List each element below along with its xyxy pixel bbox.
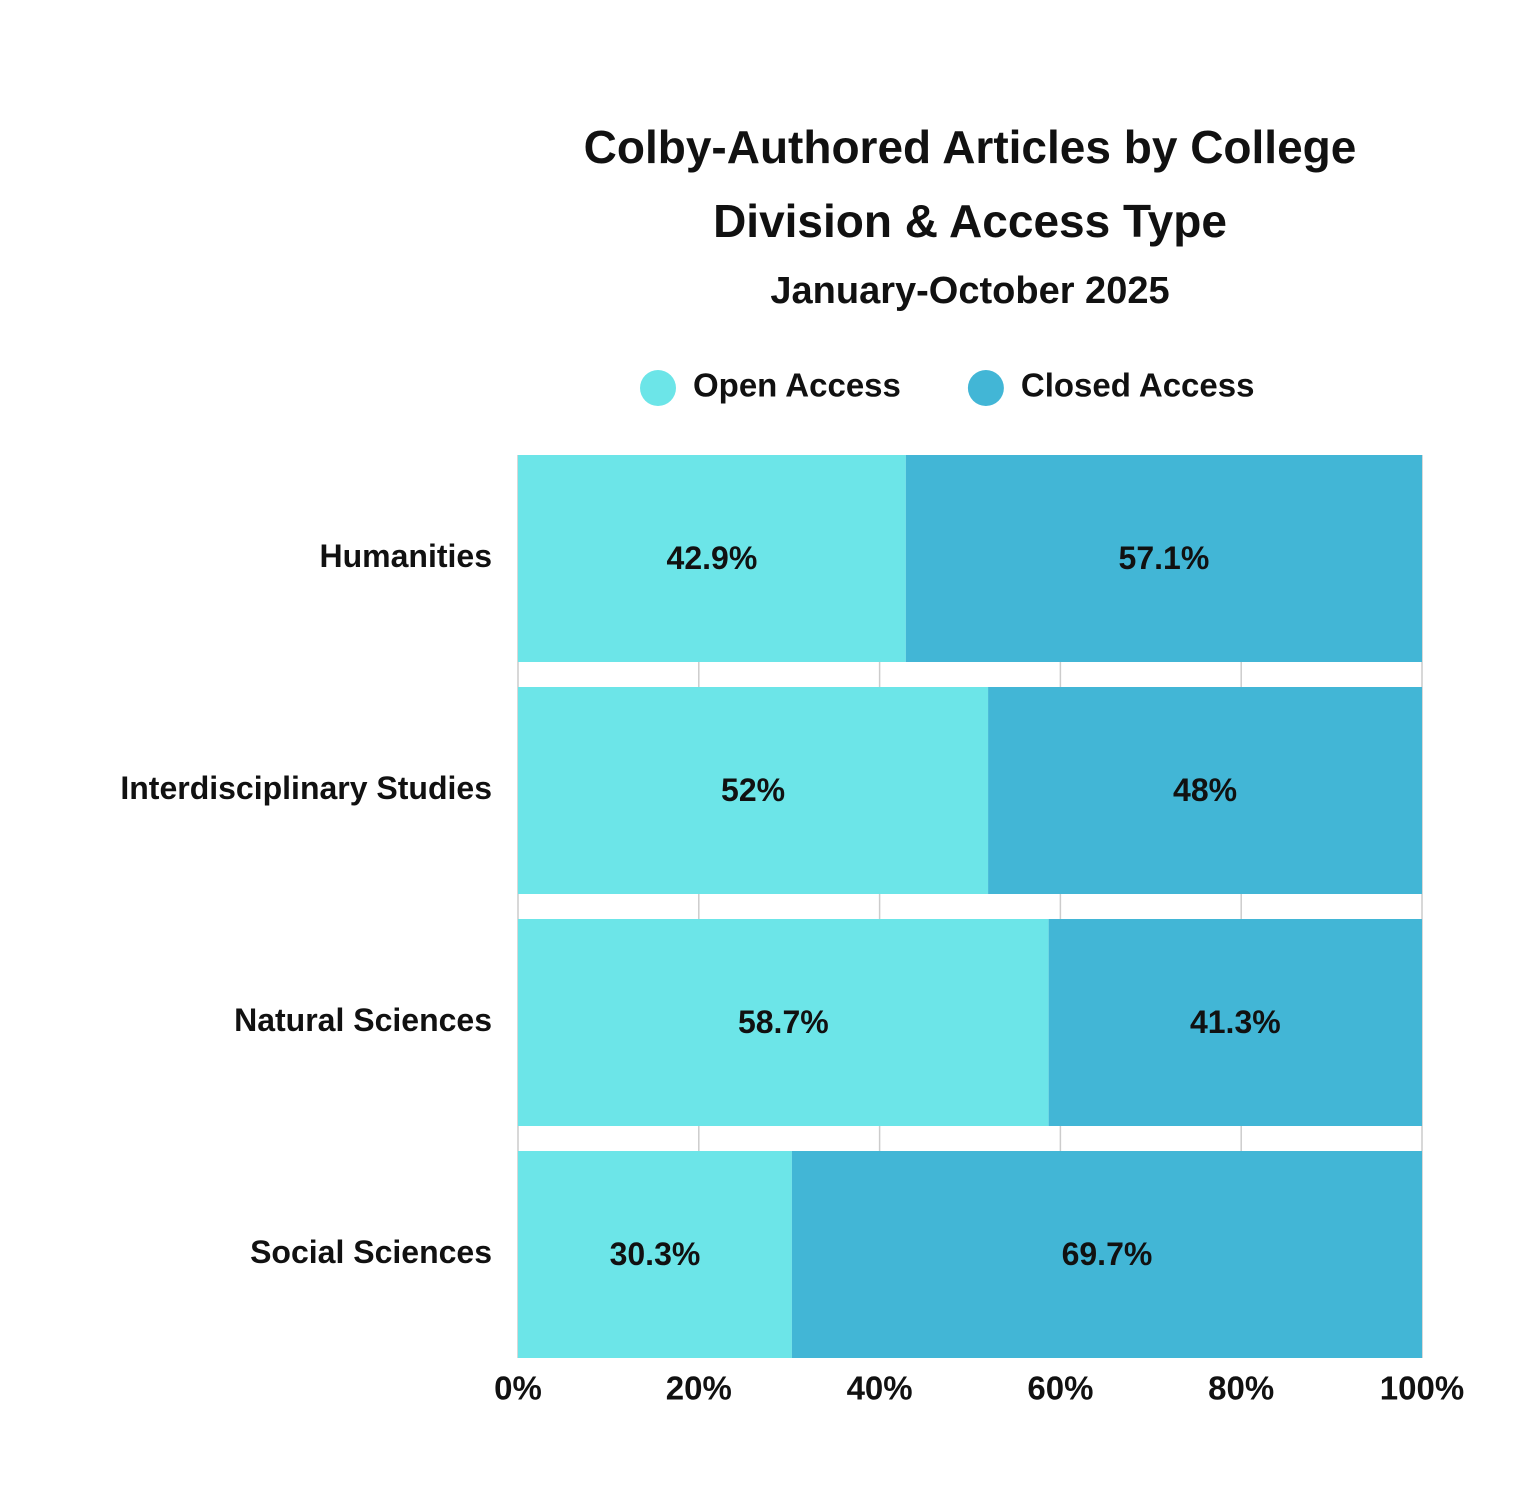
x-tick-label: 60% — [1027, 1370, 1093, 1407]
legend-label: Open Access — [693, 367, 901, 404]
x-tick-label: 100% — [1380, 1370, 1464, 1407]
bar-segment — [518, 1151, 792, 1358]
legend-label: Closed Access — [1021, 367, 1255, 404]
data-label: 30.3% — [610, 1236, 701, 1272]
legend-swatch — [640, 370, 676, 406]
y-tick-label: Interdisciplinary Studies — [120, 770, 492, 806]
data-label: 57.1% — [1119, 540, 1210, 576]
x-tick-label: 20% — [666, 1370, 732, 1407]
chart-title: Colby-Authored Articles by College Divis… — [583, 121, 1357, 247]
bar-segment — [791, 1151, 1422, 1358]
data-label: 69.7% — [1062, 1236, 1153, 1272]
bar-segment — [518, 687, 989, 894]
bar-segment — [1048, 919, 1422, 1126]
y-tick-label: Humanities — [320, 538, 492, 574]
data-label: 48% — [1173, 772, 1237, 808]
data-label: 58.7% — [738, 1004, 829, 1040]
data-label: 41.3% — [1190, 1004, 1281, 1040]
legend-swatch — [967, 370, 1004, 406]
bar-segment — [905, 455, 1422, 662]
data-label: 42.9% — [667, 540, 758, 576]
bar-segment — [988, 687, 1422, 894]
y-tick-label: Social Sciences — [250, 1234, 492, 1270]
y-tick-label: Natural Sciences — [234, 1002, 492, 1038]
bar-segment — [518, 455, 906, 662]
x-tick-label: 0% — [494, 1370, 542, 1407]
data-label: 52% — [721, 772, 785, 808]
chart-subtitle: January-October 2025 — [770, 270, 1170, 312]
x-tick-label: 40% — [847, 1370, 913, 1407]
bar-segment — [518, 919, 1049, 1126]
x-tick-label: 80% — [1208, 1370, 1274, 1407]
